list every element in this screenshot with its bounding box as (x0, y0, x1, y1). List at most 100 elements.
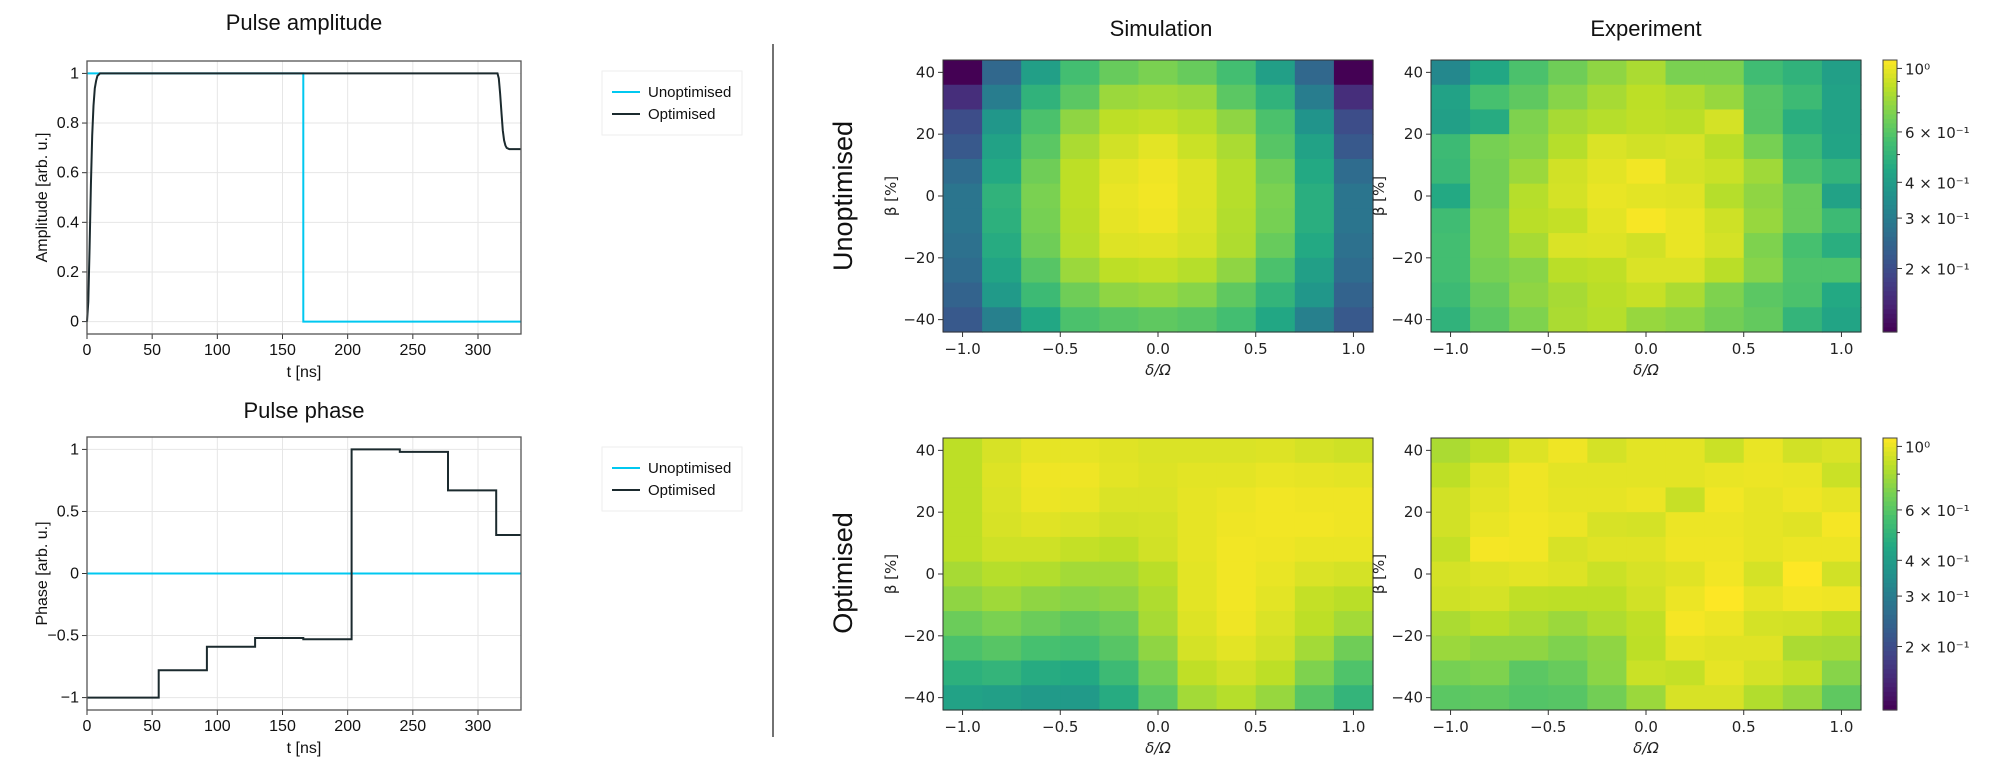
heatmap-cell (1255, 487, 1296, 513)
heatmap-cell (1333, 84, 1374, 111)
heatmap-cell (1743, 233, 1784, 259)
heatmap-cell (1470, 536, 1510, 563)
heatmap-cell (1216, 586, 1257, 612)
heatmap-cell (1333, 134, 1374, 160)
heatmap-unoptimised-simulation: −1.0 −0.5 0.0 0.5 1.0 40 20 0 −20 −40 δ/Ω β [%] (882, 59, 1374, 379)
colorbar-segment (1883, 564, 1897, 571)
x-tick-label: 0.0 (1146, 340, 1170, 358)
heatmap-cell (1665, 561, 1706, 587)
colorbar-segment (1883, 150, 1897, 156)
heatmap-cell (1216, 233, 1257, 259)
heatmap-cell (1138, 487, 1179, 513)
heatmap-cell (1782, 233, 1823, 259)
heatmap-cell (1333, 109, 1374, 135)
heatmap-cell (1177, 635, 1218, 662)
heatmap-cell (1060, 134, 1100, 160)
heatmap-cell (1138, 257, 1179, 284)
heatmap-cell (1587, 109, 1628, 135)
heatmap-cell (1587, 611, 1628, 637)
colorbar-segment (1883, 205, 1897, 211)
heatmap-cell (1431, 438, 1471, 464)
colorbar-segment (1883, 460, 1897, 466)
heatmap-cell (1587, 183, 1628, 209)
colorbar-segment (1883, 137, 1897, 143)
colorbar-segment (1883, 673, 1897, 679)
x-tick-label: 150 (269, 342, 296, 359)
heatmap-cell (1255, 109, 1296, 135)
heatmap-cell (1333, 307, 1374, 333)
heatmap-cell (1587, 60, 1628, 86)
heatmap-cell (1431, 487, 1471, 513)
heatmap-cell (1509, 561, 1549, 587)
heatmap-cell (982, 685, 1022, 711)
heatmap-cell (1333, 586, 1374, 612)
colorbar-segment (1883, 241, 1897, 247)
heatmap-cell (1060, 660, 1100, 686)
colorbar-segment (1883, 223, 1897, 229)
colorbar-segment (1883, 456, 1897, 462)
colorbar-segment (1883, 87, 1897, 93)
heatmap-cell (1255, 438, 1296, 464)
heatmap-cell (1821, 307, 1862, 333)
x-tick-label: 1.0 (1830, 718, 1854, 736)
heatmap-cell (1470, 487, 1510, 513)
heatmap-cell (1177, 561, 1218, 587)
heatmap-cell (1626, 84, 1667, 111)
colorbar-segment (1883, 168, 1897, 174)
colorbar-segment (1883, 669, 1897, 675)
heatmap-cell (1509, 536, 1549, 563)
heatmap-cell (1294, 462, 1335, 489)
colorbar-segment (1883, 469, 1897, 475)
colorbar-segment (1883, 442, 1897, 448)
heatmap-cell (1021, 208, 1061, 234)
heatmap-cell (1099, 233, 1140, 259)
x-tick-label: 0.0 (1634, 340, 1658, 358)
heatmap-cell (1548, 611, 1588, 637)
heatmap-cell (1704, 611, 1745, 637)
y-tick-label: −20 (1391, 249, 1423, 267)
heatmap-cell (1255, 685, 1296, 711)
colorbar-segment (1883, 155, 1897, 161)
heatmap-cell (1782, 487, 1823, 513)
x-tick-label: 1.0 (1342, 340, 1366, 358)
heatmap-cell (1470, 611, 1510, 637)
heatmap-cell (1626, 660, 1667, 686)
series-line-optimised (87, 448, 521, 699)
heatmap-cell (982, 660, 1022, 686)
y-axis-label: Amplitude [arb. u.] (34, 133, 51, 263)
heatmap-cell (1704, 660, 1745, 686)
heatmap-cell (1470, 307, 1510, 333)
y-tick-label: 0 (70, 314, 79, 331)
heatmap-cell (1665, 60, 1706, 86)
heatmap-cell (1548, 109, 1588, 135)
heatmap-cell (1587, 536, 1628, 563)
heatmap-cell (1743, 183, 1784, 209)
heatmap-cell (1587, 561, 1628, 587)
colorbar-segment (1883, 601, 1897, 607)
heatmap-cell (1782, 134, 1823, 160)
heatmap-cell (1587, 257, 1628, 284)
colorbar-segment (1883, 610, 1897, 616)
x-axis-label: δ/Ω (1145, 361, 1171, 379)
row-label-unoptimised: Unoptimised (828, 121, 858, 271)
heatmap-cell (1099, 536, 1140, 563)
heatmap-cell (1782, 685, 1823, 711)
heatmap-cell (1509, 487, 1549, 513)
heatmap-cell (1821, 586, 1862, 612)
heatmap-cell (1294, 685, 1335, 711)
legend-box (601, 70, 743, 136)
heatmap-cell (1821, 611, 1862, 637)
heatmap-cell (943, 660, 983, 686)
heatmap-cell (982, 208, 1022, 234)
heatmap-cell (1665, 512, 1706, 538)
y-axis-label: Phase [arb. u.] (34, 521, 51, 625)
heatmap-cell (1548, 233, 1588, 259)
heatmap-cell (1060, 561, 1100, 587)
heatmap-cell (943, 60, 983, 86)
heatmap-cell (1821, 183, 1862, 209)
colorbar-tick-label: 3 × 10⁻¹ (1905, 210, 1970, 228)
heatmap-cell (1294, 233, 1335, 259)
heatmap-cell (1294, 536, 1335, 563)
heatmap-cell (1138, 685, 1179, 711)
